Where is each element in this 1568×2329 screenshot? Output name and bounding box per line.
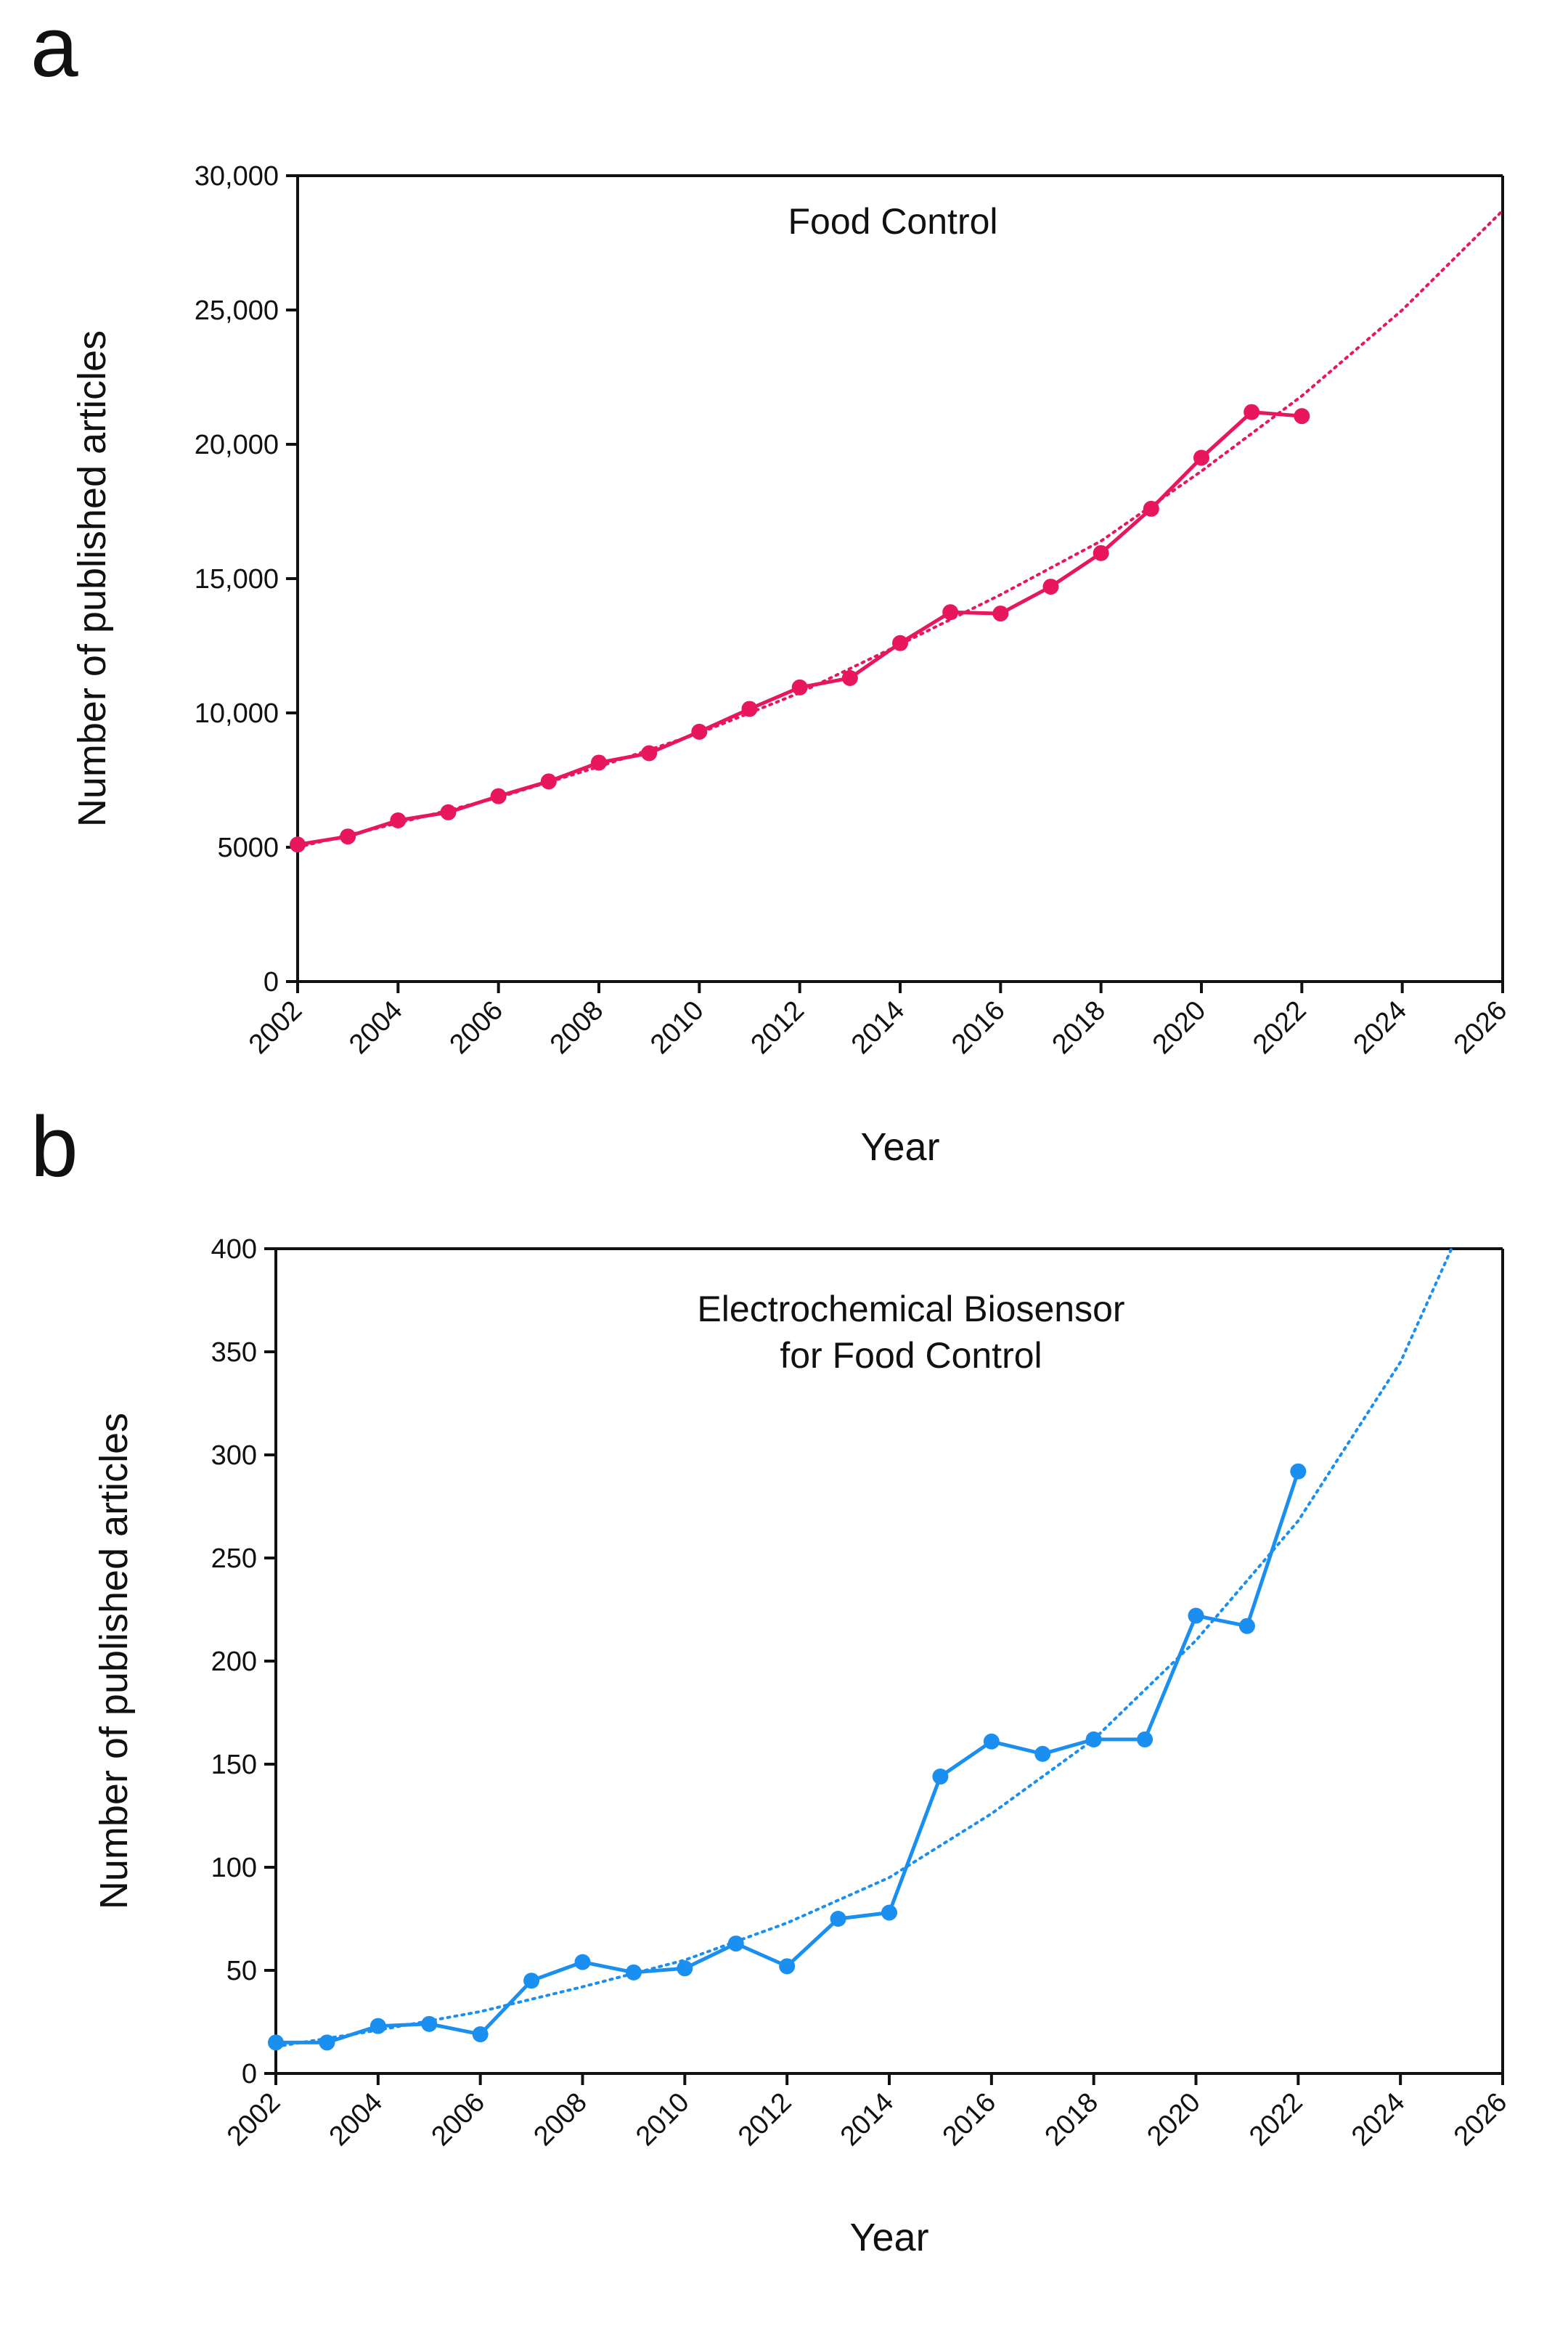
panel-a-label: a: [30, 0, 78, 95]
panel-a-data-point: [691, 723, 708, 740]
panel-a-data-point: [390, 812, 407, 828]
panel-b-data-point: [677, 1960, 693, 1977]
panel-b-data-point: [523, 1973, 540, 1989]
panel-a-data-point: [741, 701, 758, 717]
panel-a-data-point: [290, 836, 306, 853]
panel-a-y-tick-label: 15,000: [195, 564, 279, 595]
panel-b-y-tick-label: 50: [226, 1956, 257, 1986]
panel-b-data-point: [1034, 1745, 1051, 1762]
panel-a-data-point: [1193, 449, 1209, 466]
panel-a-data-point: [1093, 544, 1109, 561]
panel-a-data-point: [1143, 500, 1159, 517]
panel-a-data-point: [1244, 404, 1260, 420]
panel-b-data-point: [1238, 1618, 1255, 1634]
panel-b-label: b: [30, 1099, 78, 1195]
panel-b-data-point: [472, 2026, 489, 2043]
panel-b-data-point: [268, 2034, 284, 2051]
panel-a-y-tick-label: 30,000: [195, 161, 279, 192]
panel-a-title: Food Control: [788, 201, 997, 242]
panel-b-data-point: [1188, 1607, 1204, 1624]
panel-b-data-point: [983, 1733, 1000, 1750]
panel-b-data-point: [1137, 1731, 1153, 1747]
panel-b-y-tick-label: 300: [211, 1440, 257, 1471]
panel-b-data-point: [830, 1911, 846, 1927]
panel-a-y-tick-label: 10,000: [195, 698, 279, 729]
panel-b-y-tick-label: 200: [211, 1647, 257, 1677]
panel-b-data-point: [421, 2015, 438, 2032]
panel-b-data-point: [779, 1958, 796, 1975]
panel-b-y-tick-label: 350: [211, 1337, 257, 1368]
panel-b-data-point: [319, 2034, 335, 2051]
panel-a-data-point: [992, 605, 1009, 622]
panel-a-data-point: [591, 754, 607, 771]
panel-b-y-axis-label: Number of published articles: [92, 1413, 136, 1909]
panel-b-y-tick-label: 150: [211, 1750, 257, 1780]
panel-b-x-axis-label: Year: [849, 2216, 928, 2259]
panel-b-y-tick-label: 100: [211, 1853, 257, 1883]
panel-b-trend-line: [276, 1247, 1453, 2049]
panel-b-data-point: [369, 2018, 386, 2034]
panel-a-data-point: [641, 745, 658, 762]
panel-a-data-point: [791, 679, 808, 696]
panel-a-data-point: [1294, 408, 1310, 425]
panel-b-title-line: for Food Control: [780, 1335, 1042, 1376]
panel-a-data-point: [490, 788, 507, 804]
panel-b-data-point: [625, 1964, 642, 1981]
panel-b-data-point: [881, 1904, 897, 1921]
panel-b-y-tick-label: 250: [211, 1543, 257, 1574]
panel-a-data-point: [540, 773, 557, 790]
panel-a-x-axis-label: Year: [860, 1125, 939, 1169]
panel-b-data-point: [1290, 1463, 1307, 1480]
panel-a-data-point: [440, 804, 457, 820]
panel-a-y-tick-label: 25,000: [195, 295, 279, 326]
panel-a-data-point: [942, 604, 959, 621]
panel-a-data-point: [892, 635, 908, 651]
panel-b-y-tick-label: 400: [211, 1234, 257, 1265]
panel-a-y-tick-label: 20,000: [195, 430, 279, 460]
panel-b-y-tick-label: 0: [242, 2059, 257, 2089]
panel-b-title-line: Electrochemical Biosensor: [697, 1289, 1124, 1329]
panel-a-data-point: [340, 828, 356, 845]
panel-b-data-point: [727, 1936, 744, 1952]
panel-a-y-tick-label: 5000: [217, 833, 279, 863]
panel-b-data-point: [574, 1954, 591, 1970]
panel-a-data-point: [841, 669, 858, 686]
panel-b-data-point: [1085, 1731, 1102, 1747]
panel-a-y-tick-label: 0: [264, 967, 279, 998]
panel-b-data-point: [932, 1769, 949, 1785]
panel-a-data-point: [1042, 579, 1059, 595]
panel-a-y-axis-label: Number of published articles: [70, 330, 114, 827]
